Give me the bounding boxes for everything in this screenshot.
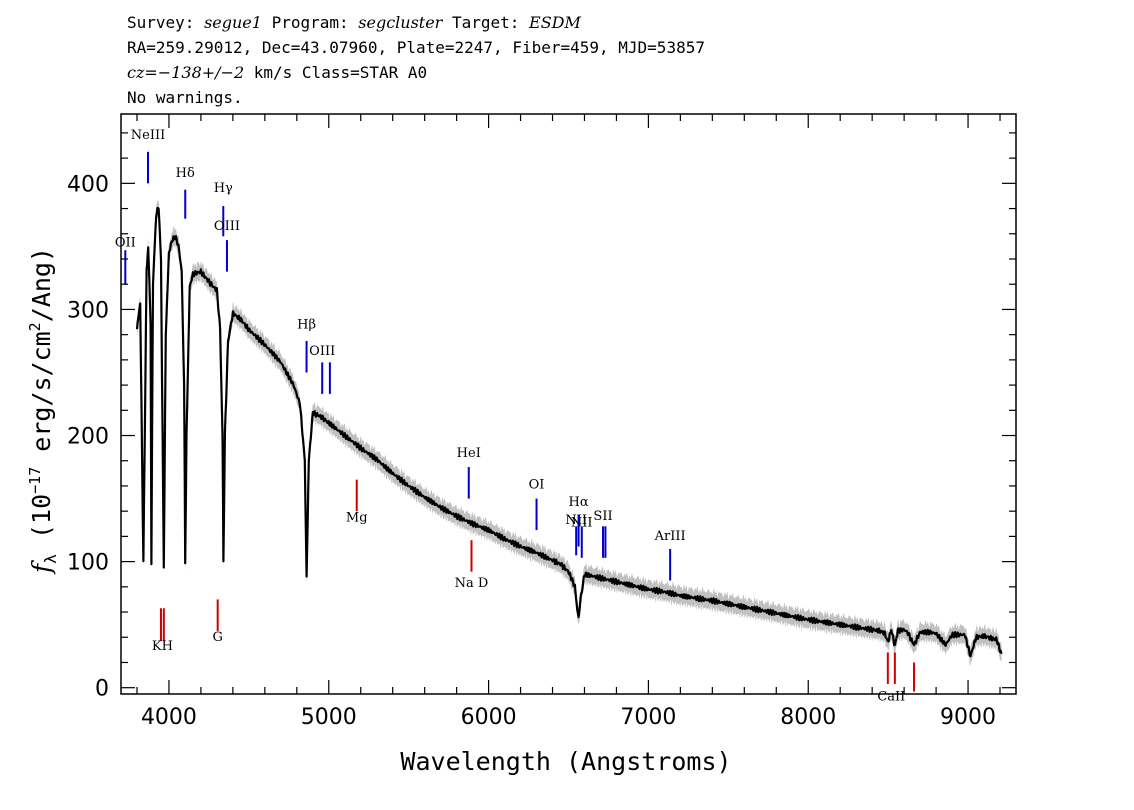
plot-frame bbox=[120, 113, 1017, 695]
cz-value: cz=−138+/−2 bbox=[127, 63, 245, 82]
spectrum-line bbox=[135, 206, 1003, 658]
emission-line-label: OIII bbox=[309, 344, 335, 359]
header-line-1: Survey: segue1 Program: segcluster Targe… bbox=[127, 12, 581, 33]
plot-border bbox=[120, 113, 1017, 695]
emission-line-label: NII bbox=[571, 515, 593, 530]
header-line-3: cz=−138+/−2 km/s Class=STAR A0 bbox=[127, 62, 427, 83]
x-tick-label: 7000 bbox=[620, 705, 676, 730]
emission-line-label: NII bbox=[565, 513, 587, 528]
y-tick-label: 300 bbox=[67, 298, 109, 323]
axis-ticks: 4000 5000 6000 7000 8000 9000 0 100 200 300 400 bbox=[67, 114, 1016, 730]
absorption-line-label: KH bbox=[152, 639, 173, 654]
spectrum-series bbox=[135, 206, 1003, 658]
svg-text:fλ (10−17 erg/s/cm2/Ang): fλ (10−17 erg/s/cm2/Ang) bbox=[26, 247, 60, 575]
absorption-line-label: G bbox=[212, 630, 222, 645]
y-tick-label: 400 bbox=[67, 172, 109, 197]
x-axis-title: Wavelength (Angstroms) bbox=[400, 747, 731, 776]
emission-line-label: Hβ bbox=[297, 317, 316, 332]
survey-key: Survey: bbox=[127, 13, 205, 32]
emission-line-label: Hγ bbox=[214, 181, 233, 196]
emission-line-label: SII bbox=[593, 509, 612, 524]
x-tick-label: 4000 bbox=[141, 705, 197, 730]
x-tick-label: 8000 bbox=[780, 705, 836, 730]
header-line-4: No warnings. bbox=[127, 88, 243, 107]
emission-line-label: NeIII bbox=[131, 128, 165, 143]
emission-line-label: HeI bbox=[457, 446, 481, 461]
header-line-2: RA=259.29012, Dec=43.07960, Plate=2247, … bbox=[127, 38, 705, 57]
y-tick-label: 0 bbox=[95, 677, 109, 702]
target-key: Target: bbox=[442, 13, 530, 32]
emission-line-label: OI bbox=[529, 477, 545, 492]
program-value: segcluster bbox=[358, 13, 443, 32]
y-tick-label: 100 bbox=[67, 551, 109, 576]
error-band-area bbox=[137, 199, 1002, 666]
emission-line-label: Hδ bbox=[176, 166, 195, 181]
emission-line-label: OII bbox=[115, 235, 136, 250]
emission-line-label: OIII bbox=[214, 219, 240, 234]
target-value: ESDM bbox=[529, 13, 581, 32]
program-key: Program: bbox=[261, 13, 359, 32]
error-band bbox=[137, 199, 1002, 666]
survey-value: segue1 bbox=[204, 13, 262, 32]
class-text: km/s Class=STAR A0 bbox=[244, 63, 428, 82]
x-tick-label: 5000 bbox=[301, 705, 357, 730]
absorption-line-label: CaII bbox=[877, 689, 905, 704]
x-tick-label: 9000 bbox=[940, 705, 996, 730]
y-axis-title: fλ (10−17 erg/s/cm2/Ang) bbox=[26, 247, 60, 575]
y-tick-label: 200 bbox=[67, 425, 109, 450]
absorption-line-label: Mg bbox=[346, 510, 368, 525]
emission-line-label: ArIII bbox=[654, 529, 686, 544]
x-tick-label: 6000 bbox=[461, 705, 517, 730]
emission-line-label: Hα bbox=[569, 495, 589, 510]
absorption-line-label: Na D bbox=[455, 576, 489, 591]
